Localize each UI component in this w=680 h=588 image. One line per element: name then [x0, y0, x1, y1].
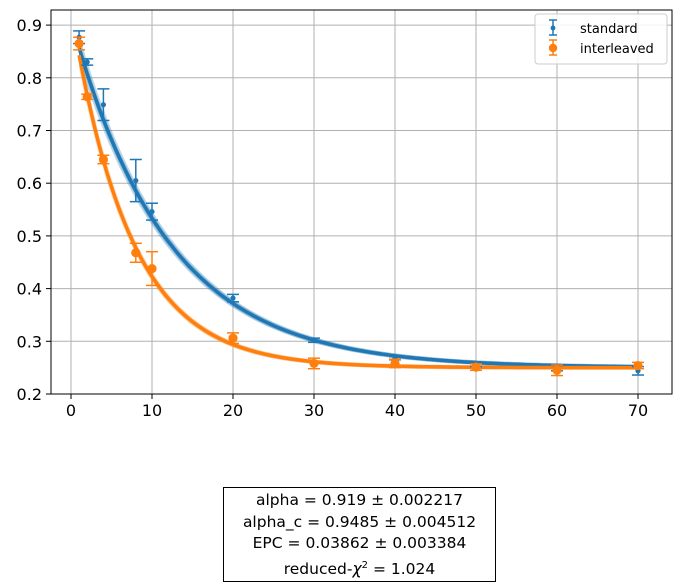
data-point-interleaved — [129, 242, 142, 263]
y-tick-label: 0.9 — [17, 16, 42, 35]
x-tick-label: 0 — [66, 401, 76, 420]
fit-curve-interleaved — [77, 54, 638, 370]
axes-frame — [50, 9, 673, 395]
legend-item-standard: standard — [549, 19, 638, 37]
fit-curves — [77, 47, 638, 370]
data-point-interleaved — [470, 362, 482, 372]
data-point-interleaved — [632, 360, 644, 371]
fit-confidence-bands — [79, 34, 639, 370]
y-tick-label: 0.2 — [17, 385, 42, 404]
data-points — [73, 30, 644, 377]
y-tick-label: 0.5 — [17, 227, 42, 246]
data-point-standard — [146, 202, 158, 221]
legend-label-interleaved: interleaved — [580, 42, 654, 57]
stat-reduced-chi2: reduced-χ2 = 1.024 — [283, 559, 436, 578]
stat-alpha-c: alpha_c = 0.9485 ± 0.004512 — [242, 512, 477, 531]
data-point-interleaved — [389, 358, 401, 369]
legend-item-interleaved: interleaved — [548, 39, 654, 57]
stat-alpha: alpha = 0.919 ± 0.002217 — [256, 491, 463, 509]
data-point-interleaved — [81, 92, 94, 102]
data-point-standard — [81, 58, 94, 66]
y-tick-label: 0.4 — [17, 280, 42, 299]
data-point-interleaved — [73, 36, 86, 51]
x-tick-label: 10 — [142, 401, 162, 420]
x-tick-label: 20 — [223, 401, 243, 420]
x-tick-label: 40 — [385, 401, 405, 420]
grid-lines — [51, 10, 672, 395]
fit-stats-box: alpha = 0.919 ± 0.002217 alpha_c = 0.948… — [223, 487, 496, 582]
data-point-standard — [308, 337, 320, 344]
x-axis-ticks: 0 10 20 30 40 50 60 70 — [66, 394, 648, 420]
x-tick-label: 70 — [628, 401, 648, 420]
data-point-interleaved — [227, 332, 239, 345]
y-tick-label: 0.7 — [17, 122, 42, 141]
data-point-standard — [129, 158, 142, 203]
y-axis-ticks: 0.2 0.3 0.4 0.5 0.6 0.7 0.8 0.9 — [17, 16, 51, 404]
legend-marker-interleaved-icon — [548, 39, 558, 56]
data-point-interleaved — [308, 357, 320, 370]
data-point-interleaved — [551, 364, 563, 377]
stat-epc: EPC = 0.03862 ± 0.003384 — [252, 534, 467, 552]
data-point-standard — [227, 293, 239, 303]
data-point-standard — [97, 88, 110, 122]
y-tick-label: 0.8 — [17, 69, 42, 88]
legend-label-standard: standard — [580, 22, 638, 37]
data-point-interleaved — [97, 154, 110, 165]
x-tick-label: 60 — [547, 401, 567, 420]
y-tick-label: 0.6 — [17, 174, 42, 193]
x-tick-label: 50 — [466, 401, 486, 420]
x-tick-label: 30 — [304, 401, 324, 420]
fit-curve-standard — [77, 47, 638, 369]
legend-marker-standard-icon — [549, 19, 557, 36]
rb-decay-chart: 0 10 20 30 40 50 60 70 0.2 0.3 0.4 0.5 0.6 0.7 0.8 0.9… — [17, 9, 673, 420]
data-point-interleaved — [146, 250, 158, 287]
legend: standard interleaved — [534, 13, 668, 65]
y-tick-label: 0.3 — [17, 332, 42, 351]
